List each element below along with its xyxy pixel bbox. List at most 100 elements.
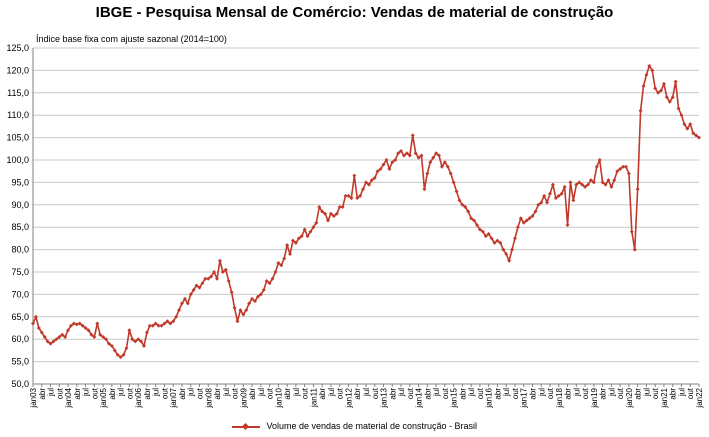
data-point xyxy=(355,196,360,201)
x-tick-label: out xyxy=(231,387,240,399)
data-point xyxy=(244,308,249,313)
x-tick-label: out xyxy=(546,387,555,399)
data-point xyxy=(422,187,427,192)
data-point xyxy=(518,216,523,221)
data-point xyxy=(279,263,284,268)
data-point xyxy=(530,214,535,218)
data-point xyxy=(253,299,257,304)
series-layer xyxy=(31,63,701,360)
data-point xyxy=(235,319,240,324)
data-point xyxy=(413,151,418,156)
data-point xyxy=(142,343,146,348)
x-tick-label: abr xyxy=(108,388,117,400)
x-tick-label: abr xyxy=(423,388,432,400)
y-tick-label: 70,0 xyxy=(11,289,29,299)
data-point xyxy=(556,193,561,198)
data-point xyxy=(101,334,106,339)
data-point xyxy=(68,323,73,328)
data-point xyxy=(206,276,211,281)
x-tick-label: jul xyxy=(327,388,336,397)
data-point xyxy=(439,164,444,169)
data-point xyxy=(147,323,152,328)
data-point xyxy=(305,234,310,239)
x-tick-label: abr xyxy=(283,388,292,400)
data-point xyxy=(179,301,184,306)
x-tick-labels: jan03 abr jul out jan04 abr jul out jan05 abr jul o… xyxy=(29,387,704,408)
data-point xyxy=(381,162,386,167)
data-point xyxy=(358,193,363,198)
x-tick-label: out xyxy=(266,387,275,399)
x-tick-label: jul xyxy=(432,388,441,397)
data-point xyxy=(378,166,383,171)
data-point xyxy=(285,243,290,248)
axes xyxy=(32,48,700,387)
data-point xyxy=(475,222,479,227)
data-point xyxy=(445,164,450,169)
data-point xyxy=(542,193,547,198)
data-point xyxy=(609,184,614,189)
data-point xyxy=(454,189,459,194)
data-point xyxy=(217,258,222,263)
x-tick-label: jul xyxy=(47,388,56,397)
y-tick-label: 55,0 xyxy=(11,357,29,367)
data-point xyxy=(597,158,602,162)
y-tick-label: 50,0 xyxy=(11,379,29,389)
data-point xyxy=(466,209,471,214)
data-point xyxy=(694,133,699,138)
data-point xyxy=(83,326,88,330)
data-point xyxy=(127,328,132,333)
data-point xyxy=(641,84,646,89)
y-tick-label: 95,0 xyxy=(11,177,29,187)
x-tick-label: jan17 xyxy=(520,387,529,408)
data-point xyxy=(174,314,179,319)
x-tick-label: jan21 xyxy=(660,387,669,408)
data-point xyxy=(586,182,590,187)
data-point xyxy=(45,339,50,344)
data-point xyxy=(296,236,301,241)
x-tick-label: out xyxy=(581,387,590,399)
x-tick-label: jan08 xyxy=(204,387,213,408)
data-point xyxy=(273,270,278,274)
x-tick-label: abr xyxy=(213,388,222,400)
data-point xyxy=(302,227,307,232)
y-tick-label: 60,0 xyxy=(11,334,29,344)
x-tick-label: jul xyxy=(607,388,616,397)
x-tick-label: out xyxy=(441,387,450,399)
data-point xyxy=(156,323,161,328)
data-point xyxy=(229,290,234,295)
x-tick-label: abr xyxy=(564,388,573,400)
data-point xyxy=(437,153,442,158)
data-point xyxy=(232,305,237,310)
x-tick-label: jan10 xyxy=(274,387,283,408)
data-point xyxy=(288,252,293,257)
y-tick-label: 125,0 xyxy=(6,43,29,53)
x-tick-label: out xyxy=(371,387,380,399)
data-point xyxy=(629,229,634,234)
y-tick-label: 105,0 xyxy=(6,133,29,143)
y-tick-label: 120,0 xyxy=(6,65,29,75)
x-tick-label: abr xyxy=(634,388,643,400)
data-point xyxy=(106,341,111,346)
data-point xyxy=(431,155,436,160)
data-point xyxy=(124,346,129,351)
data-point xyxy=(139,339,144,344)
data-point xyxy=(407,153,412,158)
x-tick-label: jul xyxy=(187,388,196,397)
data-point xyxy=(171,319,176,324)
data-point xyxy=(39,330,44,335)
data-point xyxy=(60,332,65,337)
data-point xyxy=(223,267,228,272)
data-point xyxy=(328,211,333,216)
data-point xyxy=(512,236,517,241)
data-point xyxy=(425,171,430,176)
data-point xyxy=(343,193,348,198)
chart-title: IBGE - Pesquisa Mensal de Comércio: Vend… xyxy=(95,4,614,21)
data-point xyxy=(194,283,199,288)
x-tick-label: out xyxy=(55,387,64,399)
x-tick-label: jul xyxy=(82,388,91,397)
x-tick-label: out xyxy=(406,387,415,399)
data-point xyxy=(673,79,678,84)
data-point xyxy=(314,220,319,225)
x-tick-label: jan07 xyxy=(169,387,178,408)
data-point xyxy=(550,182,555,187)
